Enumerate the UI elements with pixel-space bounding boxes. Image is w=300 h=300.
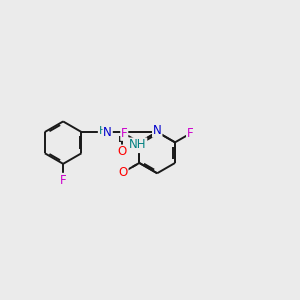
Text: O: O [117,145,127,158]
Text: N: N [153,124,161,137]
Text: N: N [103,126,112,140]
Text: F: F [121,127,128,140]
Text: F: F [187,127,194,140]
Text: F: F [60,173,67,187]
Text: H: H [98,126,107,136]
Text: NH: NH [128,140,145,152]
Text: N: N [153,124,161,137]
Text: NH: NH [129,138,147,151]
Text: O: O [118,166,128,179]
